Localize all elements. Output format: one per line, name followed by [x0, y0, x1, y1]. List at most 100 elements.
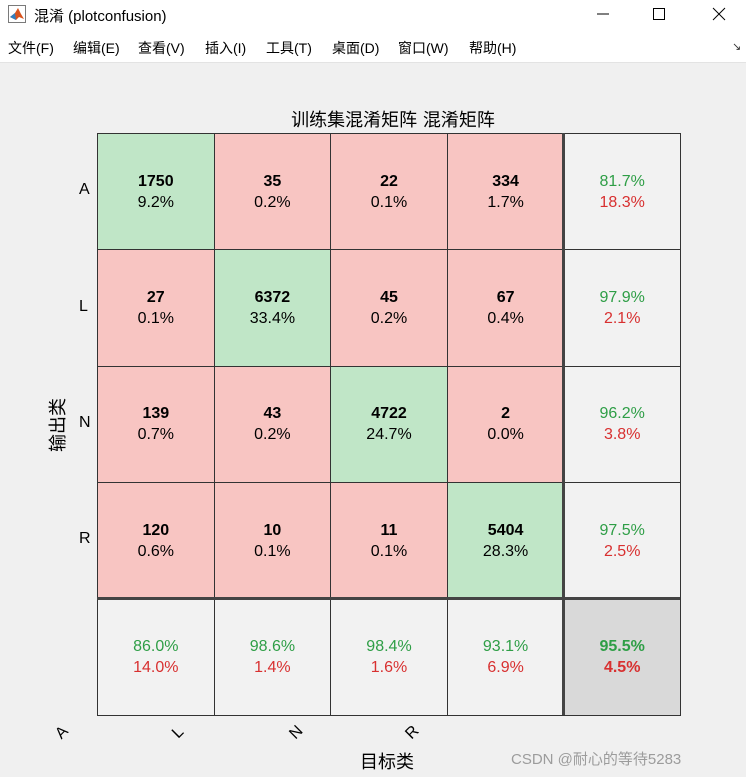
error-percent: 2.5%: [603, 542, 641, 560]
cell-percent: 0.4%: [487, 310, 524, 328]
cell-count: 10: [263, 521, 282, 539]
matrix-cell: 35 0.2%: [213, 133, 332, 251]
matrix-cell: 120 0.6%: [97, 482, 215, 600]
matrix-cell: 1750 9.2%: [97, 133, 215, 251]
cell-count: 67: [496, 289, 515, 307]
matrix-cell: 22 0.1%: [330, 133, 448, 251]
cell-percent: 33.4%: [249, 310, 296, 328]
cell-percent: 0.1%: [370, 193, 408, 211]
cell-count: 2: [501, 405, 511, 423]
cell-count: 11: [380, 521, 398, 539]
matrix-cell: 67 0.4%: [446, 249, 565, 367]
column-summary-cell: 93.1% 6.9%: [446, 598, 565, 716]
matrix-cell: 27 0.1%: [97, 249, 215, 367]
cell-count: 35: [263, 172, 282, 190]
summary-divider-horizontal: [97, 597, 680, 600]
recall-percent: 98.6%: [249, 638, 296, 656]
overall-accuracy: 95.5%: [599, 638, 645, 656]
cell-count: 45: [380, 289, 398, 307]
error-percent: 3.8%: [603, 426, 641, 444]
cell-count: 4722: [371, 405, 407, 423]
cell-percent: 0.7%: [137, 426, 175, 444]
cell-percent: 0.2%: [254, 193, 291, 211]
row-tick-label: L: [79, 297, 88, 315]
dock-arrow-icon[interactable]: ↘: [732, 41, 742, 53]
watermark: CSDN @耐心的等待5283: [511, 751, 682, 768]
matrix-cell: 139 0.7%: [97, 365, 215, 484]
matrix-cell: 334 1.7%: [446, 133, 565, 251]
cell-count: 27: [146, 289, 165, 307]
close-icon: [712, 7, 726, 21]
recall-percent: 86.0%: [133, 638, 179, 656]
menu-tools[interactable]: 工具(T): [266, 40, 312, 56]
menu-desktop[interactable]: 桌面(D): [332, 40, 380, 56]
menu-bar: 文件(F) 编辑(E) 查看(V) 插入(I) 工具(T) 桌面(D) 窗口(W…: [0, 28, 746, 63]
cell-percent: 24.7%: [366, 426, 412, 444]
error-percent: 2.1%: [603, 310, 641, 328]
cell-percent: 1.7%: [487, 193, 524, 211]
matrix-cell: 4722 24.7%: [330, 365, 448, 484]
matrix-cell: 2 0.0%: [446, 365, 565, 484]
cell-percent: 0.0%: [487, 426, 524, 444]
matrix-cell: 10 0.1%: [213, 482, 332, 600]
cell-percent: 9.2%: [137, 193, 175, 211]
column-summary-cell: 86.0% 14.0%: [97, 598, 215, 716]
row-summary-cell: 97.9% 2.1%: [563, 249, 681, 367]
recall-percent: 98.4%: [366, 638, 412, 656]
miss-percent: 1.6%: [370, 659, 408, 677]
row-tick-label: R: [79, 530, 91, 548]
row-summary-cell: 97.5% 2.5%: [563, 482, 681, 600]
recall-percent: 93.1%: [482, 638, 529, 656]
cell-percent: 28.3%: [482, 542, 529, 560]
matrix-cell: 6372 33.4%: [213, 249, 332, 367]
cell-count: 334: [492, 172, 519, 190]
overall-error: 4.5%: [603, 659, 641, 677]
row-tick-label: A: [79, 181, 90, 199]
matrix-cell: 45 0.2%: [330, 249, 448, 367]
minimize-icon: [597, 13, 609, 15]
window-title: 混淆 (plotconfusion): [34, 8, 167, 25]
overall-accuracy-cell: 95.5% 4.5%: [563, 598, 681, 716]
cell-percent: 0.1%: [370, 542, 408, 560]
row-summary-cell: 96.2% 3.8%: [563, 365, 681, 484]
figure-title: 训练集混淆矩阵 混淆矩阵: [291, 110, 495, 131]
cell-percent: 0.6%: [137, 542, 175, 560]
minimize-button[interactable]: [580, 0, 626, 28]
title-bar: 混淆 (plotconfusion): [0, 0, 746, 28]
menu-help[interactable]: 帮助(H): [469, 40, 517, 56]
precision-percent: 81.7%: [599, 172, 645, 190]
row-tick-label: N: [79, 414, 91, 431]
y-axis-label: 输出类: [48, 398, 69, 452]
menu-file[interactable]: 文件(F): [8, 40, 54, 56]
matrix-cell: 11 0.1%: [330, 482, 448, 600]
error-percent: 18.3%: [599, 193, 645, 211]
menu-edit[interactable]: 编辑(E): [73, 40, 120, 56]
cell-percent: 0.2%: [254, 426, 291, 444]
cell-percent: 0.1%: [254, 542, 291, 560]
cell-percent: 0.1%: [137, 310, 175, 328]
miss-percent: 1.4%: [254, 659, 291, 677]
menu-insert[interactable]: 插入(I): [205, 40, 247, 56]
cell-count: 120: [142, 521, 170, 539]
miss-percent: 6.9%: [487, 659, 524, 677]
maximize-icon: [653, 8, 665, 20]
summary-divider-vertical: [562, 133, 565, 715]
column-summary-cell: 98.4% 1.6%: [330, 598, 448, 716]
menu-view[interactable]: 查看(V): [138, 40, 185, 56]
cell-count: 6372: [254, 289, 291, 307]
cell-count: 1750: [138, 172, 174, 190]
matlab-icon: [8, 5, 26, 23]
menu-window[interactable]: 窗口(W): [398, 40, 449, 56]
x-axis-label: 目标类: [360, 752, 414, 773]
precision-percent: 97.5%: [599, 521, 645, 539]
column-summary-cell: 98.6% 1.4%: [213, 598, 332, 716]
precision-percent: 97.9%: [599, 289, 645, 307]
matrix-cell: 43 0.2%: [213, 365, 332, 484]
close-button[interactable]: [696, 0, 742, 28]
cell-count: 5404: [487, 521, 524, 539]
cell-count: 139: [142, 405, 170, 423]
cell-percent: 0.2%: [370, 310, 408, 328]
row-summary-cell: 81.7% 18.3%: [563, 133, 681, 251]
maximize-button[interactable]: [636, 0, 682, 28]
miss-percent: 14.0%: [133, 659, 179, 677]
